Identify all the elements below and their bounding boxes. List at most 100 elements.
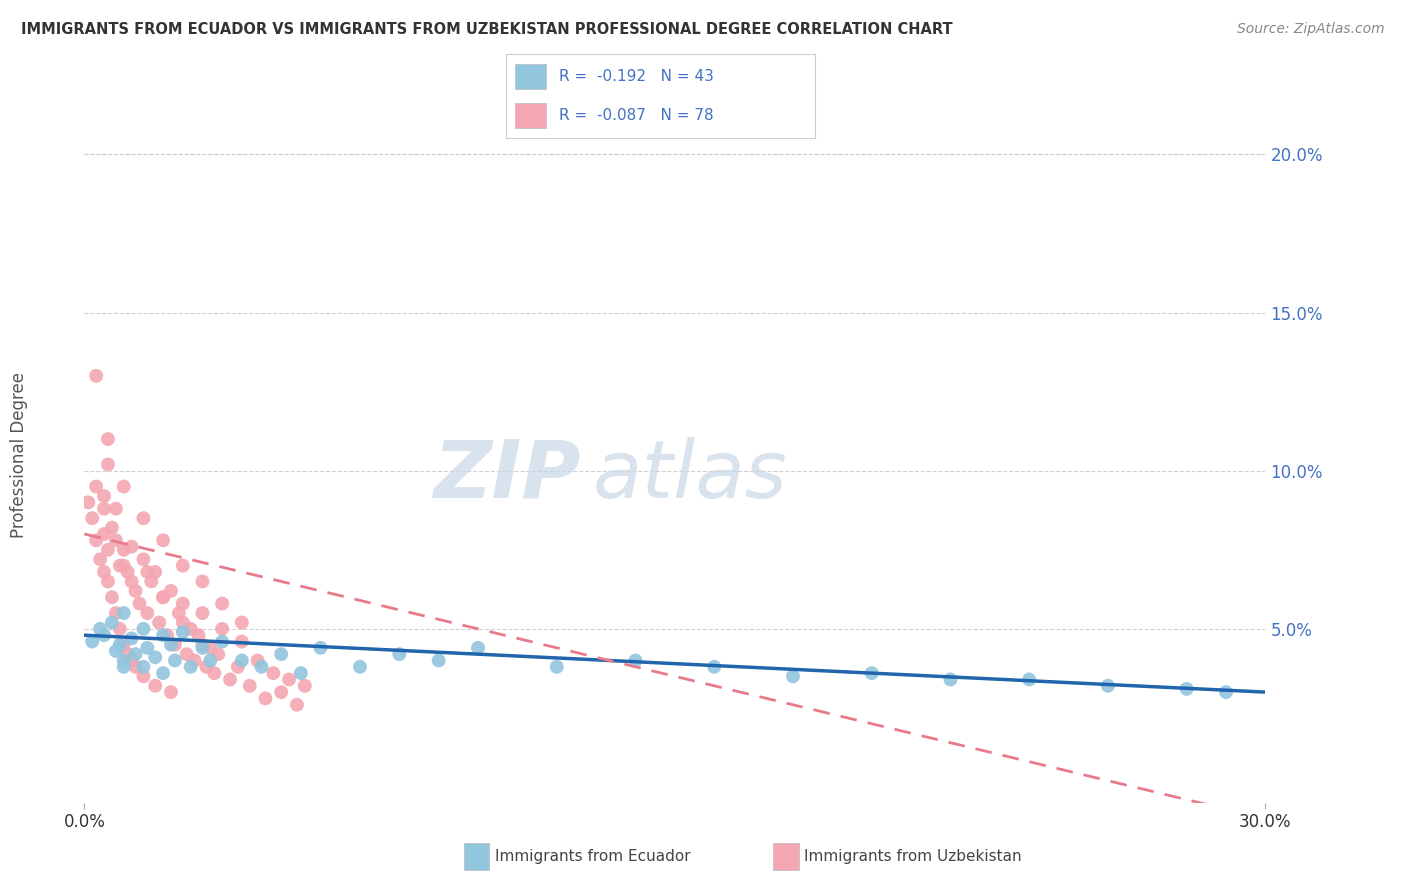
Point	[112, 558, 135, 573]
Point	[187, 628, 209, 642]
Point	[132, 552, 155, 566]
Point	[172, 615, 194, 630]
Text: Source: ZipAtlas.com: Source: ZipAtlas.com	[1237, 22, 1385, 37]
Point	[163, 638, 186, 652]
Point	[152, 666, 174, 681]
Point	[117, 647, 139, 661]
Point	[211, 634, 233, 648]
Point	[226, 660, 249, 674]
Point	[132, 669, 155, 683]
Point	[782, 669, 804, 683]
Point	[195, 660, 218, 674]
Point	[156, 628, 179, 642]
Point	[112, 660, 135, 674]
Point	[207, 647, 229, 661]
Point	[101, 615, 124, 630]
Point	[160, 583, 183, 598]
Point	[703, 660, 725, 674]
Point	[270, 685, 292, 699]
Text: Immigrants from Ecuador: Immigrants from Ecuador	[495, 849, 690, 863]
Point	[180, 660, 202, 674]
Point	[136, 606, 159, 620]
Point	[1018, 673, 1040, 687]
Point	[93, 565, 115, 579]
Point	[180, 622, 202, 636]
Point	[101, 521, 124, 535]
Point	[84, 533, 107, 548]
Point	[290, 666, 312, 681]
Point	[132, 622, 155, 636]
Point	[101, 591, 124, 605]
Text: ZIP: ZIP	[433, 437, 581, 515]
Point	[128, 597, 150, 611]
Point	[427, 653, 450, 667]
Point	[388, 647, 411, 661]
Point	[108, 622, 131, 636]
Point	[191, 606, 214, 620]
Point	[89, 552, 111, 566]
Point	[124, 647, 146, 661]
Point	[104, 501, 127, 516]
Point	[132, 660, 155, 674]
Point	[250, 660, 273, 674]
Point	[172, 597, 194, 611]
Point	[211, 622, 233, 636]
Point	[112, 542, 135, 557]
Point	[211, 597, 233, 611]
Text: IMMIGRANTS FROM ECUADOR VS IMMIGRANTS FROM UZBEKISTAN PROFESSIONAL DEGREE CORREL: IMMIGRANTS FROM ECUADOR VS IMMIGRANTS FR…	[21, 22, 953, 37]
Point	[160, 638, 183, 652]
Point	[172, 558, 194, 573]
Point	[152, 591, 174, 605]
Point	[624, 653, 647, 667]
Point	[93, 527, 115, 541]
Point	[467, 640, 489, 655]
Point	[143, 565, 166, 579]
Point	[93, 628, 115, 642]
Point	[1215, 685, 1237, 699]
Point	[112, 653, 135, 667]
Point	[278, 673, 301, 687]
Point	[254, 691, 277, 706]
Point	[239, 679, 262, 693]
Point	[860, 666, 883, 681]
Point	[112, 606, 135, 620]
Text: R =  -0.087   N = 78: R = -0.087 N = 78	[558, 108, 713, 123]
Point	[136, 565, 159, 579]
Point	[108, 638, 131, 652]
Point	[152, 628, 174, 642]
Point	[200, 653, 222, 667]
Point	[112, 479, 135, 493]
Point	[191, 640, 214, 655]
Point	[148, 615, 170, 630]
Point	[163, 653, 186, 667]
Point	[167, 606, 190, 620]
Point	[121, 632, 143, 646]
Point	[108, 558, 131, 573]
Point	[104, 644, 127, 658]
Point	[97, 574, 120, 589]
Point	[82, 634, 104, 648]
Point	[349, 660, 371, 674]
Text: R =  -0.192   N = 43: R = -0.192 N = 43	[558, 69, 714, 84]
Text: Immigrants from Uzbekistan: Immigrants from Uzbekistan	[804, 849, 1022, 863]
Point	[231, 615, 253, 630]
Point	[82, 511, 104, 525]
Point	[112, 638, 135, 652]
Text: atlas: atlas	[592, 437, 787, 515]
Point	[141, 574, 163, 589]
Point	[97, 458, 120, 472]
Point	[124, 583, 146, 598]
Point	[97, 542, 120, 557]
Point	[132, 511, 155, 525]
Point	[121, 540, 143, 554]
Point	[285, 698, 308, 712]
Point	[121, 653, 143, 667]
Point	[143, 650, 166, 665]
Point	[93, 489, 115, 503]
Point	[191, 574, 214, 589]
Point	[202, 666, 225, 681]
Point	[84, 479, 107, 493]
Point	[93, 501, 115, 516]
Point	[1097, 679, 1119, 693]
Point	[97, 432, 120, 446]
